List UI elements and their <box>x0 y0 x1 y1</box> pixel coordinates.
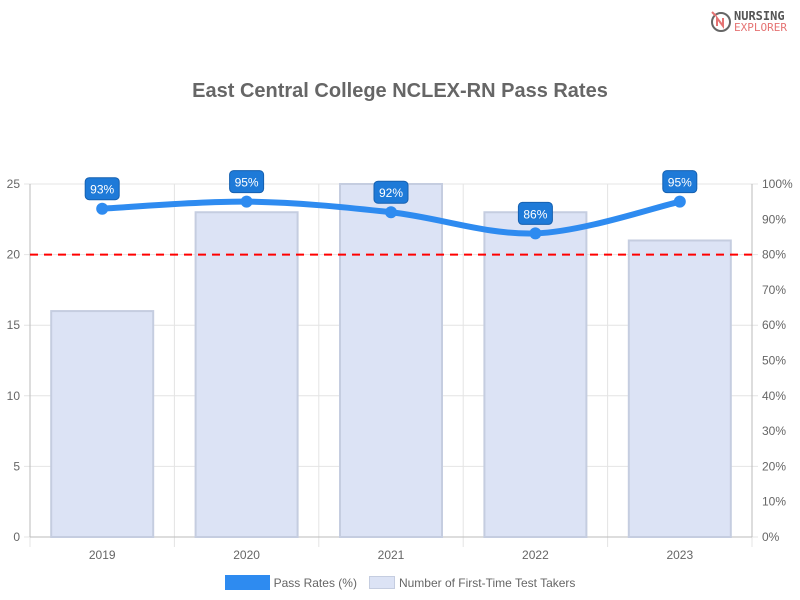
y-right-tick-label: 10% <box>762 495 786 509</box>
y-right-tick-label: 60% <box>762 318 786 332</box>
y-right-tick-label: 30% <box>762 424 786 438</box>
pass-rate-point <box>673 195 686 208</box>
y-right-tick-label: 0% <box>762 530 780 544</box>
y-left-tick-label: 20 <box>7 248 21 262</box>
y-right-tick-label: 100% <box>762 177 793 191</box>
bar <box>339 183 443 538</box>
legend-item-test-takers[interactable]: Number of First-Time Test Takers <box>368 576 575 590</box>
y-left-tick-label: 25 <box>7 177 21 191</box>
y-right-tick-label: 20% <box>762 459 786 473</box>
x-tick-label: 2021 <box>378 548 405 562</box>
logo-icon <box>711 11 731 32</box>
pass-rate-point <box>96 202 109 215</box>
pass-rate-point <box>240 195 253 208</box>
legend-swatch <box>368 576 395 589</box>
legend-swatch <box>224 575 270 590</box>
x-tick-label: 2019 <box>89 548 116 562</box>
data-label: 86% <box>523 207 547 221</box>
nursing-explorer-logo: NURSING EXPLORER <box>710 8 795 36</box>
chart-title: East Central College NCLEX-RN Pass Rates <box>192 80 608 102</box>
y-right-tick-label: 40% <box>762 389 786 403</box>
y-left-tick-label: 10 <box>7 389 21 403</box>
y-right-tick-label: 50% <box>762 354 786 368</box>
bar <box>627 239 732 538</box>
data-label-box <box>517 201 553 225</box>
y-left-tick-label: 15 <box>7 318 21 332</box>
data-label-box <box>84 177 120 201</box>
data-label-box <box>662 170 698 194</box>
data-label-box <box>229 170 265 194</box>
x-tick-label: 2022 <box>522 548 549 562</box>
data-label: 95% <box>668 176 692 190</box>
y-left-tick-label: 5 <box>13 459 20 473</box>
data-label: 95% <box>235 176 259 190</box>
x-tick-label: 2020 <box>233 548 260 562</box>
bar <box>50 310 155 538</box>
bar <box>483 211 588 539</box>
data-label: 93% <box>90 183 114 197</box>
y-right-tick-label: 80% <box>762 248 786 262</box>
y-right-tick-label: 90% <box>762 212 786 226</box>
y-right-tick-label: 70% <box>762 283 786 297</box>
pass-rate-point <box>529 227 542 240</box>
legend: Pass Rates (%) Number of First-Time Test… <box>0 575 800 590</box>
x-tick-label: 2023 <box>666 548 693 562</box>
y-left-tick-label: 0 <box>13 530 20 544</box>
data-label: 92% <box>379 186 403 200</box>
pass-rate-point <box>385 206 397 219</box>
bar <box>194 211 299 539</box>
legend-item-pass-rates[interactable]: Pass Rates (%) <box>224 575 357 590</box>
data-label-box <box>373 180 409 204</box>
